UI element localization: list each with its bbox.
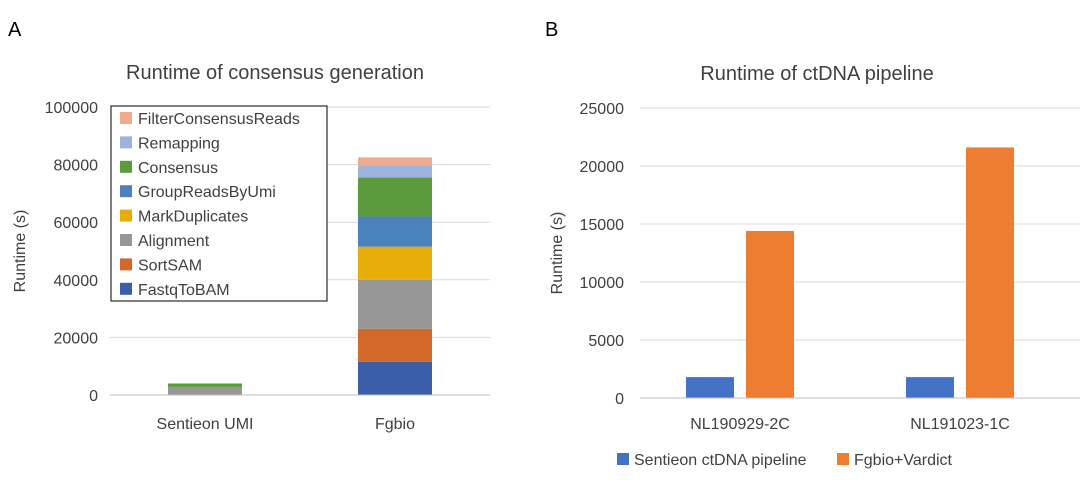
chart-a-legend-label: Remapping	[138, 135, 220, 152]
chart-a-bar-segment	[168, 383, 242, 387]
chart-b-y-tick: 0	[615, 391, 624, 408]
chart-a-legend-label: FilterConsensusReads	[138, 111, 300, 128]
chart-ctdna-runtime: Runtime of ctDNA pipeline 0 5000 10000 15000…	[549, 63, 1080, 469]
chart-b-category-label: NL190929-2C	[690, 416, 790, 433]
chart-b-y-axis-label: Runtime (s)	[549, 212, 566, 295]
chart-b-y-tick: 15000	[580, 217, 625, 234]
chart-a-bar-segment	[358, 361, 432, 395]
chart-a-legend-swatch	[120, 160, 132, 173]
chart-a-y-tick: 20000	[54, 330, 99, 347]
chart-b-bar	[686, 377, 734, 398]
chart-a-legend-swatch	[120, 258, 132, 271]
chart-b-bar	[966, 147, 1014, 398]
chart-a-bar-segment	[358, 157, 432, 167]
chart-a-legend-swatch	[120, 112, 132, 124]
chart-a-y-tick: 0	[89, 388, 98, 405]
chart-b-legend-swatch	[837, 453, 849, 465]
chart-a-y-tick: 40000	[54, 273, 99, 290]
chart-a-legend-label: FastqToBAM	[138, 282, 230, 299]
chart-b-legend-swatch	[617, 453, 629, 465]
chart-a-legend-swatch	[120, 234, 132, 246]
chart-a-y-axis-label: Runtime (s)	[12, 210, 29, 293]
chart-b-y-tick: 10000	[580, 275, 625, 292]
chart-a-category-label: Fgbio	[375, 416, 415, 433]
panel-a-letter: A	[8, 19, 22, 41]
chart-a-title: Runtime of consensus generation	[126, 62, 424, 84]
chart-b-y-tick: 20000	[580, 159, 625, 176]
chart-b-y-tick: 25000	[580, 101, 625, 118]
chart-a-bar-segment	[168, 386, 242, 395]
chart-a-legend-label: SortSAM	[138, 257, 202, 274]
chart-a-y-tick: 100000	[45, 100, 98, 117]
chart-a-bar-segment	[358, 279, 432, 329]
chart-a-bar-segment	[358, 216, 432, 247]
chart-a-bar-segment	[358, 246, 432, 280]
chart-consensus-runtime: Runtime of consensus generation 0 20000 400…	[12, 62, 490, 433]
chart-b-legend-label: Sentieon ctDNA pipeline	[634, 452, 807, 469]
chart-a-legend-swatch	[120, 282, 132, 295]
chart-a-legend-label: GroupReadsByUmi	[138, 184, 276, 201]
chart-b-bar	[746, 230, 794, 398]
chart-a-legend-label: Consensus	[138, 160, 218, 177]
chart-a-legend-label: Alignment	[138, 233, 210, 250]
chart-b-y-tick: 5000	[588, 333, 624, 350]
chart-a-bar-segment	[358, 166, 432, 178]
chart-a-legend-label: MarkDuplicates	[138, 209, 248, 226]
chart-a-bar-segment	[358, 177, 432, 217]
chart-a-category-label: Sentieon UMI	[157, 416, 254, 433]
chart-b-bar	[906, 377, 954, 398]
chart-a-legend-swatch	[120, 185, 132, 198]
chart-b-category-label: NL191023-1C	[910, 416, 1010, 433]
chart-a-legend-swatch	[120, 209, 132, 222]
chart-a-y-tick: 80000	[54, 158, 99, 175]
chart-a-y-tick: 60000	[54, 215, 99, 232]
chart-b-legend-label: Fgbio+Vardict	[854, 452, 953, 469]
chart-a-legend-swatch	[120, 136, 132, 149]
chart-a-legend-box	[110, 105, 328, 302]
chart-b-title: Runtime of ctDNA pipeline	[700, 63, 933, 85]
panel-b-letter: B	[545, 19, 558, 41]
chart-a-bar-segment	[358, 328, 432, 362]
